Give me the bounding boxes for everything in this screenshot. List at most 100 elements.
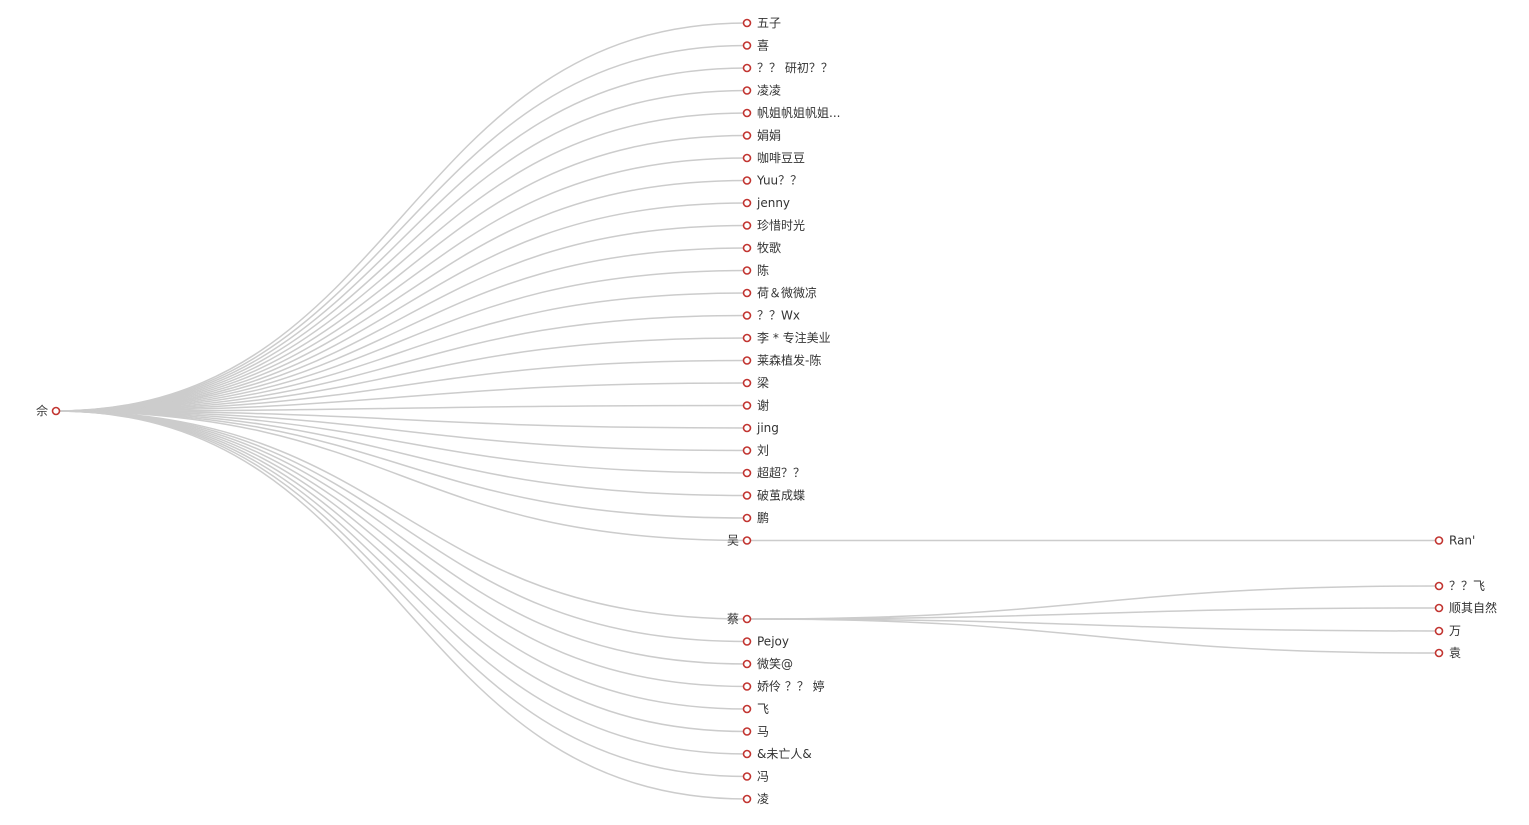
node-circle[interactable] <box>742 63 752 73</box>
node-label: 陈 <box>757 263 769 278</box>
tree-link <box>55 202 748 412</box>
tree-node[interactable]: 珍惜时光 <box>742 219 806 233</box>
node-circle[interactable] <box>742 401 752 410</box>
node-circle[interactable] <box>1434 626 1444 636</box>
node-circle[interactable] <box>1434 581 1444 591</box>
node-label: 微笑@ <box>757 656 793 671</box>
node-circle[interactable] <box>742 468 752 478</box>
node-circle[interactable] <box>742 704 752 714</box>
node-circle[interactable] <box>1434 536 1444 545</box>
node-circle[interactable] <box>742 131 752 140</box>
tree-node[interactable]: Pejoy <box>742 635 789 649</box>
node-circle[interactable] <box>742 727 752 736</box>
node-circle[interactable] <box>742 682 752 691</box>
node-circle[interactable] <box>1434 603 1444 613</box>
tree-node[interactable]: 马 <box>742 725 770 739</box>
tree-node[interactable]: 飞 <box>742 702 770 716</box>
node-circle[interactable] <box>742 513 752 523</box>
tree-node[interactable]: 陈 <box>742 263 770 278</box>
node-circle[interactable] <box>742 423 752 433</box>
tree-node[interactable]: 喜 <box>742 39 770 53</box>
links-layer <box>55 22 1440 800</box>
node-circle[interactable] <box>742 18 752 28</box>
node-circle[interactable] <box>742 288 752 298</box>
node-circle[interactable] <box>742 772 752 781</box>
node-label: 鹏 <box>757 511 769 525</box>
tree-node[interactable]: 莱森植发-陈 <box>742 353 822 368</box>
tree-node[interactable]: 佘 <box>36 403 61 418</box>
tree-node[interactable]: Yuu？？ <box>742 174 803 188</box>
tree-node[interactable]: 五子 <box>742 16 782 30</box>
tree-link <box>55 67 748 412</box>
tree-link <box>55 134 748 412</box>
tree-node[interactable]: 谢 <box>742 398 770 413</box>
node-circle[interactable] <box>742 311 752 320</box>
tree-node[interactable]: 超超？？ <box>742 465 806 480</box>
node-circle[interactable] <box>742 614 752 624</box>
tree-node[interactable]: 娟娟 <box>742 129 782 143</box>
tree-link <box>55 247 748 412</box>
tree-node[interactable]: 破茧成蝶 <box>742 488 806 503</box>
node-label: 超超？？ <box>757 465 805 480</box>
tree-node[interactable]: 咖啡豆豆 <box>742 150 806 165</box>
tree-link <box>55 410 748 643</box>
node-circle[interactable] <box>51 406 61 416</box>
tree-node[interactable]: Ran' <box>1434 534 1476 548</box>
node-label: 娇伶 ？？ 婷 <box>757 679 825 694</box>
tree-node[interactable]: 吴 <box>727 534 752 548</box>
tree-node[interactable]: 刘 <box>742 444 770 458</box>
node-circle[interactable] <box>742 266 752 275</box>
tree-node[interactable]: jing <box>742 421 779 435</box>
node-circle[interactable] <box>742 356 752 365</box>
tree-node[interactable]: 梁 <box>742 375 770 390</box>
tree-link <box>55 410 748 800</box>
node-label: 万 <box>1449 624 1461 638</box>
node-circle[interactable] <box>1434 648 1444 658</box>
tree-node[interactable]: 李 * 专注美业 <box>742 330 831 345</box>
tree-node[interactable]: 顺其自然 <box>1434 600 1498 615</box>
node-circle[interactable] <box>742 378 752 388</box>
tree-node[interactable]: 冯 <box>742 770 770 784</box>
tree-node[interactable]: 凌 <box>742 792 770 806</box>
tree-node[interactable]: 牧歌 <box>742 240 782 255</box>
node-circle[interactable] <box>742 243 752 253</box>
node-circle[interactable] <box>742 153 752 163</box>
node-circle[interactable] <box>742 41 752 50</box>
tree-node[interactable]: 荷＆微微凉 <box>742 285 818 300</box>
tree-node[interactable]: ？？飞 <box>1434 579 1486 593</box>
tree-node[interactable]: 袁 <box>1434 646 1462 660</box>
tree-node[interactable]: 万 <box>1434 624 1462 638</box>
node-label: 谢 <box>757 398 769 413</box>
tree-node[interactable]: 娇伶 ？？ 婷 <box>742 679 825 694</box>
tree-node[interactable]: 帆姐帆姐帆姐... <box>742 105 841 120</box>
tree-node[interactable]: &未亡人& <box>742 747 812 761</box>
node-circle[interactable] <box>742 794 752 804</box>
tree-node[interactable]: 鹏 <box>742 511 770 525</box>
node-label: &未亡人& <box>757 747 812 761</box>
node-label: 梁 <box>757 375 769 390</box>
tree-node[interactable]: 微笑@ <box>742 656 794 671</box>
node-circle[interactable] <box>742 86 752 95</box>
node-circle[interactable] <box>742 108 752 118</box>
tree-node[interactable]: 蔡 <box>727 612 752 626</box>
tree-link <box>55 292 748 412</box>
tree-node[interactable]: jenny <box>742 196 791 210</box>
node-circle[interactable] <box>742 637 752 646</box>
tree-link <box>746 618 1440 654</box>
node-label: 牧歌 <box>757 240 781 255</box>
node-circle[interactable] <box>742 446 752 455</box>
node-circle[interactable] <box>742 491 752 500</box>
tree-node[interactable]: ？？ 研初？？ <box>742 61 833 75</box>
node-circle[interactable] <box>742 749 752 759</box>
node-circle[interactable] <box>742 659 752 669</box>
node-circle[interactable] <box>742 536 752 545</box>
tree-node[interactable]: ？？Wx <box>742 309 800 323</box>
node-circle[interactable] <box>742 176 752 185</box>
node-label: 蔡 <box>727 612 739 626</box>
node-circle[interactable] <box>742 221 752 230</box>
node-circle[interactable] <box>742 333 752 343</box>
tree-node[interactable]: 凌凌 <box>742 84 782 98</box>
node-circle[interactable] <box>742 198 752 208</box>
